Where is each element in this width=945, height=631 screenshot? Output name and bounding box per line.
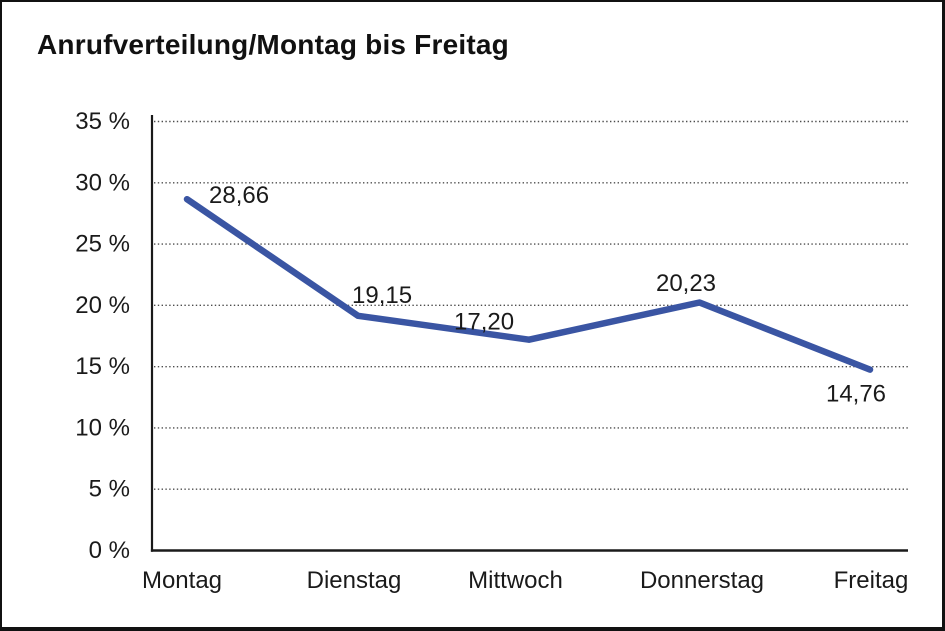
y-tick-label: 20 % — [75, 292, 130, 319]
data-point-value-label: 14,76 — [826, 381, 886, 408]
data-point-value-label: 28,66 — [209, 182, 269, 209]
y-tick-label: 15 % — [75, 353, 130, 380]
axes — [150, 115, 908, 552]
y-tick-label: 10 % — [75, 414, 130, 441]
x-category-label: Dienstag — [307, 567, 402, 594]
data-point-labels: 28,66 19,15 17,20 20,23 14,76 — [209, 182, 886, 407]
y-tick-label: 35 % — [75, 108, 130, 135]
data-point-value-label: 17,20 — [454, 309, 514, 336]
data-point-value-label: 19,15 — [352, 282, 412, 309]
data-series-line — [183, 195, 874, 373]
x-category-label: Mittwoch — [468, 567, 563, 594]
x-category-label: Freitag — [834, 567, 909, 594]
x-category-label: Montag — [142, 567, 222, 594]
y-tick-label: 30 % — [75, 169, 130, 196]
gridlines — [154, 120, 908, 490]
y-axis-tick-labels: 0 % 5 % 10 % 15 % 20 % 25 % 30 % 35 % — [75, 108, 130, 564]
data-point-value-label: 20,23 — [656, 270, 716, 297]
y-tick-label: 25 % — [75, 231, 130, 258]
x-axis-category-labels: Montag Dienstag Mittwoch Donnerstag Freitag — [142, 567, 908, 594]
x-category-label: Donnerstag — [640, 567, 764, 594]
chart-title: Anrufverteilung/Montag bis Freitag — [37, 29, 509, 60]
y-tick-label: 0 % — [89, 537, 130, 564]
y-tick-label: 5 % — [89, 476, 130, 503]
